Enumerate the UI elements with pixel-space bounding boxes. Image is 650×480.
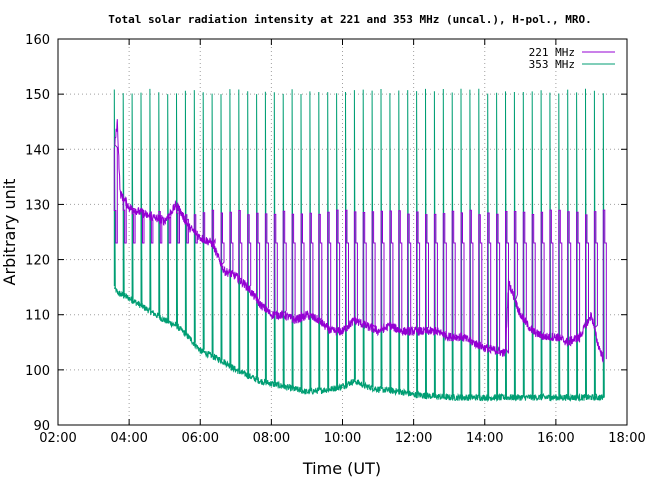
x-tick-label: 02:00 <box>39 431 76 446</box>
x-tick-label: 04:00 <box>110 431 147 446</box>
x-tick-label: 10:00 <box>324 431 361 446</box>
y-tick-label: 120 <box>25 254 50 269</box>
grid-layer <box>58 39 627 425</box>
x-tick-label: 16:00 <box>537 431 574 446</box>
x-tick-label: 06:00 <box>182 431 219 446</box>
legend-label: 221 MHz <box>529 46 575 59</box>
y-axis-label: Arbitrary unit <box>0 179 19 286</box>
series-line-353-mhz <box>113 88 605 403</box>
x-tick-label: 12:00 <box>395 431 432 446</box>
y-tick-label: 110 <box>25 309 50 324</box>
y-tick-label: 100 <box>25 364 50 379</box>
y-tick-label: 160 <box>25 33 50 48</box>
chart-title: Total solar radiation intensity at 221 a… <box>108 13 591 26</box>
legend-label: 353 MHz <box>529 58 575 71</box>
x-axis-label: Time (UT) <box>302 459 381 478</box>
x-tick-label: 14:00 <box>466 431 503 446</box>
x-tick-label: 18:00 <box>608 431 645 446</box>
x-tick-label: 08:00 <box>253 431 290 446</box>
y-tick-label: 150 <box>25 88 50 103</box>
series-line-221-mhz <box>113 119 607 364</box>
y-tick-label: 140 <box>25 143 50 158</box>
data-layer <box>113 88 607 403</box>
axes-layer: 02:00 04:00 06:00 08:00 10:00 12:00 14:00 16:00… <box>25 33 646 446</box>
y-tick-label: 90 <box>33 419 50 434</box>
y-tick-label: 130 <box>25 198 50 213</box>
